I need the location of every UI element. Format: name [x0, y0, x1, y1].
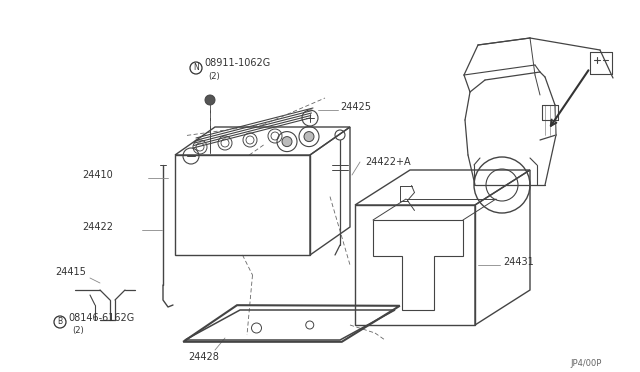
Circle shape: [304, 132, 314, 142]
Text: 24425: 24425: [340, 102, 371, 112]
Text: 08146-6162G: 08146-6162G: [68, 313, 134, 323]
Text: JP4/00P: JP4/00P: [570, 359, 602, 368]
Text: 24422: 24422: [82, 222, 113, 232]
Text: B: B: [58, 317, 63, 327]
Text: 24410: 24410: [82, 170, 113, 180]
Text: 24422+A: 24422+A: [365, 157, 411, 167]
Circle shape: [205, 95, 215, 105]
Text: 24431: 24431: [503, 257, 534, 267]
Text: (2): (2): [72, 326, 84, 334]
Text: 24415: 24415: [55, 267, 86, 277]
Text: N: N: [193, 64, 199, 73]
Text: 08911-1062G: 08911-1062G: [204, 58, 270, 68]
Text: (2): (2): [208, 71, 220, 80]
Circle shape: [282, 137, 292, 147]
Text: 24428: 24428: [188, 352, 219, 362]
